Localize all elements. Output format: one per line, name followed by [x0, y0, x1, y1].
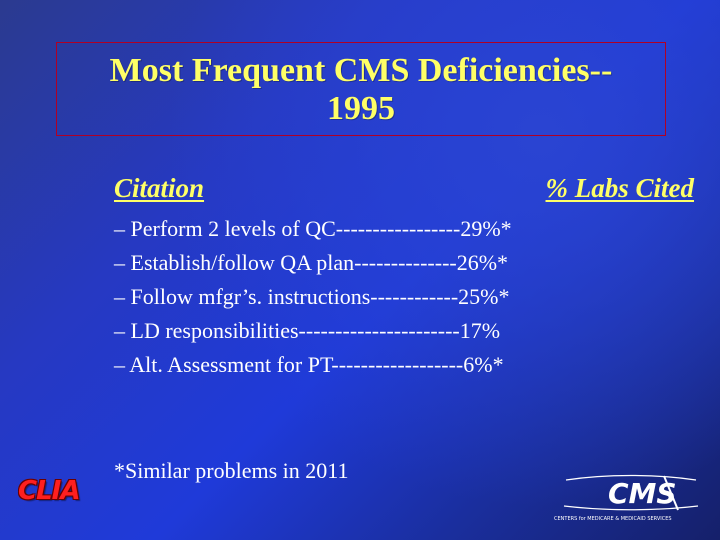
clia-logo: CLIA [18, 476, 80, 506]
cms-logo-tagline: CENTERS for MEDICARE & MEDICAID SERVICES [554, 516, 672, 522]
footnote: *Similar problems in 2011 [114, 458, 349, 483]
list-item: – LD responsibilities-------------------… [114, 318, 501, 343]
list-item: – Alt. Assessment for PT----------------… [114, 352, 504, 377]
citation-header: Citation [114, 173, 205, 203]
title-line-1: Most Frequent CMS Deficiencies-- [109, 52, 613, 89]
table-header: Citation % Labs Cited [114, 172, 694, 204]
list-item: – Perform 2 levels of QC----------------… [114, 216, 512, 241]
list-item: – Follow mfgr’s. instructions-----------… [114, 284, 510, 309]
title-line-2: 1995 [327, 90, 395, 127]
list-item: – Establish/follow QA plan--------------… [114, 250, 509, 275]
cms-logo: CMS CENTERS for MEDICARE & MEDICAID SERV… [554, 474, 699, 522]
labs-cited-header: % Labs Cited [545, 173, 695, 203]
deficiency-list: – Perform 2 levels of QC----------------… [114, 212, 714, 382]
title-box: Most Frequent CMS Deficiencies-- 1995 [56, 42, 666, 136]
cms-logo-text: CMS [608, 477, 677, 510]
